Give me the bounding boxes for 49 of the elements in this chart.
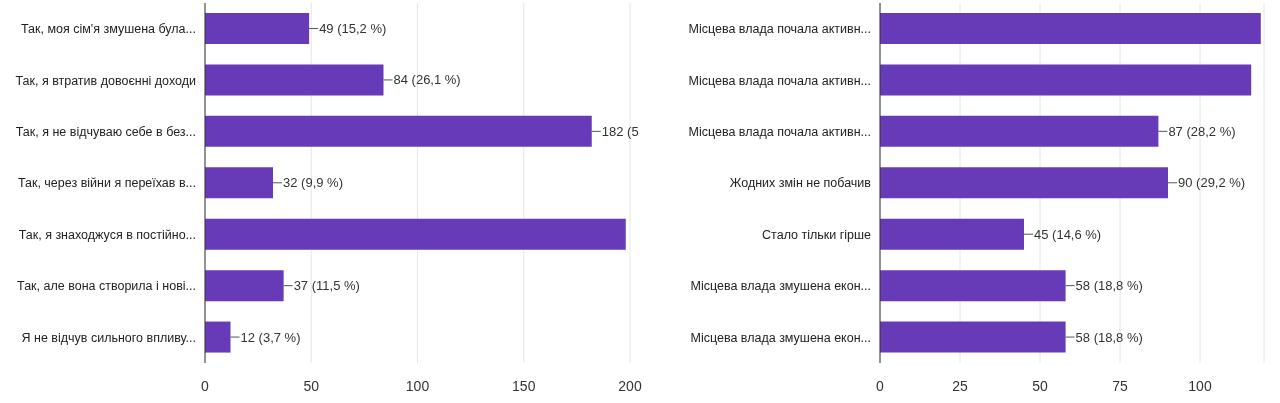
data-label: 90 (29,2 %) bbox=[1178, 175, 1246, 191]
data-label: 32 (9,9 %) bbox=[283, 175, 343, 191]
bar bbox=[880, 115, 1159, 147]
y-tick-label: Так, через війни я переїхав в... bbox=[17, 176, 196, 191]
data-label: 84 (26,1 %) bbox=[393, 72, 461, 88]
y-tick-label: Так, але вона створила і нові... bbox=[17, 279, 196, 294]
y-tick-label: Місцева влада змушена екон... bbox=[690, 279, 871, 294]
bar bbox=[880, 218, 1024, 250]
y-tick-label: Так, моя сім'я змушена була... bbox=[20, 22, 196, 37]
bar bbox=[880, 321, 1066, 353]
y-tick-label: Місцева влада змушена екон... bbox=[690, 330, 871, 345]
bar bbox=[880, 13, 1261, 44]
y-tick-label: Місцева влада почала активн... bbox=[688, 125, 871, 140]
x-tick-label: 25 bbox=[952, 377, 968, 394]
data-label: 87 (28,2 %) bbox=[1168, 123, 1236, 139]
bar bbox=[205, 218, 626, 250]
data-label: 182 (5 bbox=[601, 123, 639, 139]
x-tick-label: 50 bbox=[1032, 377, 1048, 394]
bar bbox=[880, 64, 1252, 96]
bar bbox=[205, 64, 384, 96]
data-label: 37 (11,5 %) bbox=[293, 278, 360, 294]
data-label: 49 (15,2 %) bbox=[319, 21, 387, 37]
bar bbox=[205, 321, 231, 353]
y-tick-label: Місцева влада почала активн... bbox=[688, 22, 871, 37]
bar bbox=[205, 167, 273, 199]
x-tick-label: 150 bbox=[512, 377, 536, 394]
bar bbox=[205, 13, 310, 44]
x-tick-label: 200 bbox=[618, 377, 642, 394]
y-tick-label: Так, я не відчуваю себе в без... bbox=[15, 125, 196, 140]
bar bbox=[205, 270, 284, 302]
data-label: 45 (14,6 %) bbox=[1034, 226, 1102, 242]
bar bbox=[880, 167, 1168, 199]
x-tick-label: 75 bbox=[1112, 377, 1128, 394]
bar bbox=[880, 270, 1066, 302]
x-tick-label: 100 bbox=[1188, 377, 1212, 394]
y-tick-label: Жодних змін не побачив bbox=[729, 176, 872, 191]
y-tick-label: Місцева влада почала активн... bbox=[688, 73, 871, 88]
data-label: 58 (18,8 %) bbox=[1075, 329, 1143, 345]
y-tick-label: Так, я втратив довоєнні доходи bbox=[15, 73, 197, 88]
y-tick-label: Так, я знаходжуся в постійно... bbox=[18, 227, 196, 242]
x-tick-label: 100 bbox=[405, 377, 430, 394]
data-label: 58 (18,8 %) bbox=[1075, 278, 1143, 294]
bar bbox=[205, 115, 592, 147]
y-tick-label: Стало тільки гірше bbox=[762, 227, 872, 242]
y-tick-label: Я не відчув сильного впливу... bbox=[21, 330, 196, 345]
x-tick-label: 0 bbox=[876, 377, 885, 394]
x-tick-label: 0 bbox=[201, 377, 210, 394]
x-tick-label: 50 bbox=[303, 377, 320, 394]
data-label: 12 (3,7 %) bbox=[240, 329, 301, 345]
